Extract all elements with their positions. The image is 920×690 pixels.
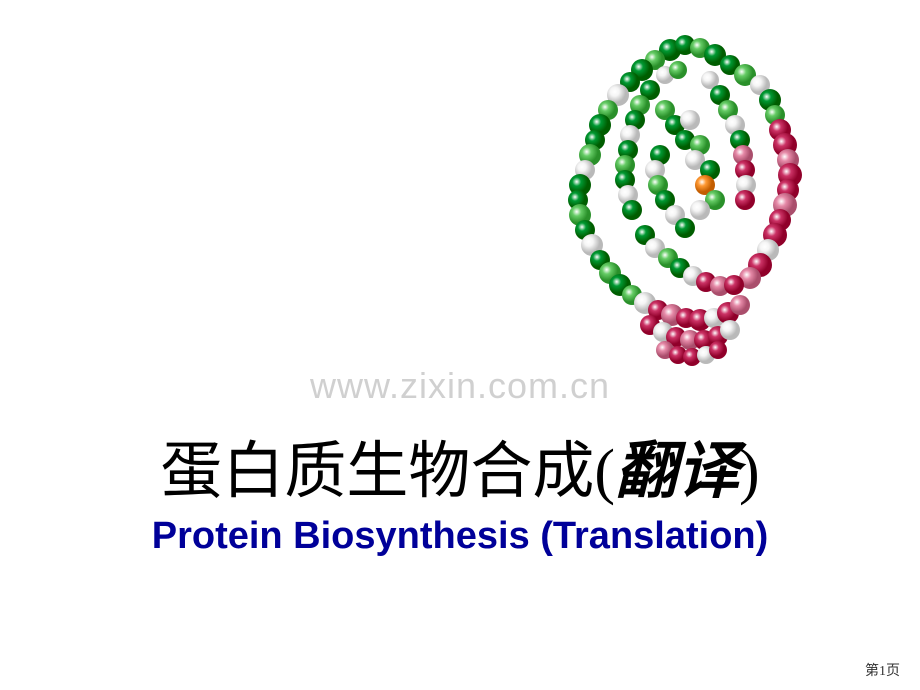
page-number: 第1页 — [865, 660, 900, 680]
title-chinese: 蛋白质生物合成(翻译) — [0, 420, 920, 510]
title-cn-paren-close: ) — [739, 438, 760, 506]
protein-molecule-illustration — [500, 20, 840, 380]
title-english: Protein Biosynthesis (Translation) — [0, 515, 920, 558]
title-cn-italic: 翻译 — [615, 438, 739, 506]
watermark-text: www.zixin.com.cn — [310, 365, 610, 407]
title-cn-main: 蛋白质生物合成 — [160, 438, 594, 506]
title-cn-paren-open: ( — [594, 438, 615, 506]
